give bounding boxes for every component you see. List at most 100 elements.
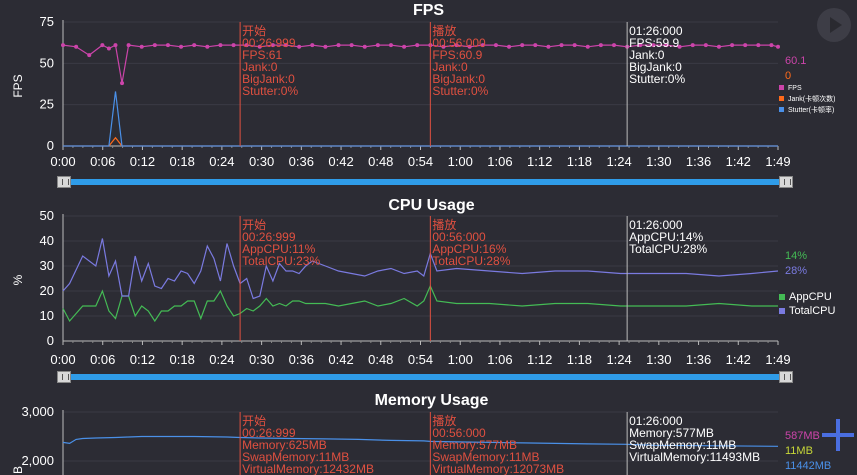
fps-series-fps-line <box>62 44 779 84</box>
fps-data-point <box>61 43 65 48</box>
fps-legend-label: Stutter(卡顿率) <box>788 105 834 114</box>
cpu-marker-line-text: TotalCPU:28% <box>432 254 510 268</box>
cpu-time-range-slider[interactable] <box>57 371 793 383</box>
fps-data-point <box>467 44 472 49</box>
fps-marker-line-text: Jank:0 <box>432 60 468 74</box>
cpu-x-tick-label: 0:24 <box>209 352 234 367</box>
total-cpu-current-value: 28% <box>785 265 807 277</box>
memory-marker-line-text: SwapMemory:11MB <box>432 450 539 464</box>
memory-marker-line-text: 00:56:000 <box>432 426 486 440</box>
fps-data-point <box>572 43 577 48</box>
play-button[interactable] <box>817 8 851 42</box>
fps-data-point <box>74 44 79 49</box>
memory-marker-line-text: 01:26:000 <box>629 414 683 428</box>
slider-track[interactable] <box>71 374 779 380</box>
cpu-x-tick-label: 1:24 <box>606 352 631 367</box>
fps-data-point <box>703 43 708 48</box>
cpu-x-tick-label: 1:30 <box>646 352 671 367</box>
fps-chart-title: FPS <box>412 2 445 19</box>
fps-marker-line-text: FPS:59.9 <box>629 36 679 50</box>
fps-marker-line-text: Stutter:0% <box>432 84 488 98</box>
memory-y-tick-label: 2,000 <box>21 453 54 468</box>
cpu-x-tick-label: 1:49 <box>765 352 790 367</box>
fps-data-point <box>87 53 92 58</box>
memory-y-tick-label: 3,000 <box>21 404 54 419</box>
fps-data-point <box>520 43 525 48</box>
cpu-x-tick-label: 1:18 <box>567 352 592 367</box>
virtual-memory-current-value: 11442MB <box>785 460 831 472</box>
fps-x-tick-label: 0:42 <box>328 154 353 169</box>
fps-data-point <box>612 43 617 48</box>
cpu-y-tick-label: 50 <box>40 208 54 223</box>
memory-marker-line-text: SwapMemory:11MB <box>629 438 736 452</box>
memory-marker-line-text: Memory:577MB <box>432 438 517 452</box>
fps-y-axis-label: FPS <box>11 74 25 97</box>
fps-data-point <box>638 43 643 48</box>
slider-handle-left-icon[interactable] <box>57 371 71 383</box>
slider-track[interactable] <box>71 179 779 185</box>
fps-data-point <box>165 43 170 48</box>
fps-data-point <box>533 43 538 48</box>
add-plus-icon[interactable] <box>822 419 854 451</box>
fps-x-tick-label: 0:54 <box>408 154 433 169</box>
fps-data-point <box>769 43 774 48</box>
cpu-x-tick-label: 0:00 <box>50 352 75 367</box>
fps-x-tick-label: 0:36 <box>289 154 314 169</box>
fps-x-tick-label: 0:00 <box>50 154 75 169</box>
memory-marker-line-text: SwapMemory:11MB <box>242 450 349 464</box>
cpu-x-tick-label: 0:12 <box>130 352 155 367</box>
app-cpu-current-value: 14% <box>785 250 807 262</box>
cpu-legend-label: TotalCPU <box>789 305 836 317</box>
fps-marker-line-text: Jank:0 <box>629 48 665 62</box>
fps-x-tick-label: 1:49 <box>765 154 790 169</box>
cpu-marker-line-text: 01:26:000 <box>629 218 683 232</box>
slider-handle-left-icon[interactable] <box>57 176 71 188</box>
slider-handle-right-icon[interactable] <box>779 176 793 188</box>
fps-time-range-slider[interactable] <box>57 176 793 188</box>
memory-series-memory-line <box>62 435 779 447</box>
fps-data-point <box>776 44 780 49</box>
fps-data-point <box>677 44 682 49</box>
fps-data-point <box>402 44 407 49</box>
fps-data-point <box>598 43 603 48</box>
fps-marker-line-text: 00:26:999 <box>242 36 296 50</box>
fps-data-point <box>120 81 125 86</box>
cpu-y-tick-label: 0 <box>47 333 54 348</box>
fps-y-tick-label: 0 <box>47 138 54 153</box>
cpu-marker-line-text: AppCPU:16% <box>432 242 506 256</box>
cpu-x-tick-label: 1:36 <box>686 352 711 367</box>
fps-data-point <box>231 43 236 48</box>
fps-marker-line-text: BigJank:0 <box>242 72 295 86</box>
fps-data-point <box>192 43 197 48</box>
fps-marker-title: 开始 <box>242 24 266 38</box>
fps-data-point <box>100 43 105 48</box>
fps-data-point <box>126 43 131 48</box>
fps-data-point <box>336 43 341 48</box>
fps-data-point <box>106 46 111 51</box>
fps-data-point <box>388 43 393 48</box>
fps-data-point <box>493 43 498 48</box>
fps-x-tick-label: 1:00 <box>448 154 473 169</box>
jank-current-value: 0 <box>785 70 791 82</box>
fps-data-point <box>585 44 590 49</box>
slider-handle-right-icon[interactable] <box>779 371 793 383</box>
fps-data-point <box>756 43 761 48</box>
fps-marker-line-text: FPS:60.9 <box>432 48 482 62</box>
fps-data-point <box>743 43 748 48</box>
cpu-series-appcpu-line <box>62 284 778 323</box>
fps-data-point <box>559 43 564 48</box>
cpu-y-tick-label: 30 <box>40 258 54 273</box>
cpu-y-axis-label: % <box>11 274 25 285</box>
fps-data-point <box>664 43 669 48</box>
fps-data-point <box>323 44 328 49</box>
memory-marker-title: 播放 <box>432 413 456 428</box>
fps-legend-label: FPS <box>788 85 802 92</box>
fps-x-tick-label: 1:36 <box>686 154 711 169</box>
cpu-marker-line-text: AppCPU:14% <box>629 230 703 244</box>
fps-data-point <box>297 44 302 49</box>
fps-x-tick-label: 1:06 <box>487 154 512 169</box>
cpu-legend-label: AppCPU <box>789 291 832 303</box>
fps-x-tick-label: 0:48 <box>368 154 393 169</box>
fps-data-point <box>257 44 262 49</box>
